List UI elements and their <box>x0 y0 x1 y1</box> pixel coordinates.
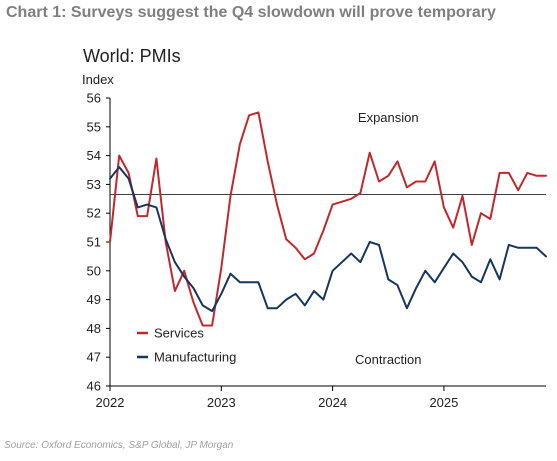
x-tick-label: 2025 <box>429 395 458 410</box>
y-tick-label: 56 <box>87 91 101 106</box>
axes <box>109 98 546 387</box>
y-tick-label: 53 <box>87 177 101 192</box>
chart-title: World: PMIs <box>83 46 181 66</box>
y-tick-label: 49 <box>87 292 101 307</box>
legend-label-services: Services <box>154 326 204 341</box>
legend: Services Manufacturing <box>137 326 236 365</box>
y-tick-label: 48 <box>87 321 101 336</box>
annotation-contraction: Contraction <box>355 352 421 367</box>
y-tick-label: 55 <box>87 119 101 134</box>
x-tick-label: 2024 <box>318 395 347 410</box>
y-tick-label: 51 <box>87 235 101 250</box>
series-group <box>109 111 547 327</box>
page-title: Chart 1: Surveys suggest the Q4 slowdown… <box>6 4 496 21</box>
y-tick-label: 54 <box>87 148 101 163</box>
y-tick-label: 52 <box>87 206 101 221</box>
y-tick-label: 47 <box>87 350 101 365</box>
source-note: Source: Oxford Economics, S&P Global, JP… <box>4 440 234 451</box>
annotations: Expansion Contraction <box>355 110 421 367</box>
legend-label-manufacturing: Manufacturing <box>154 350 236 365</box>
y-axis-label: Index <box>82 72 114 87</box>
x-tick-label: 2022 <box>96 395 125 410</box>
y-tick-label: 50 <box>87 263 101 278</box>
series-line-services <box>109 111 547 327</box>
chart: World: PMIs Index 46 47 48 49 50 51 52 53 54 55 56… <box>82 46 547 410</box>
annotation-expansion: Expansion <box>358 110 419 125</box>
series-line-manufacturing <box>109 166 547 313</box>
x-ticks: 2022 2023 2024 2025 <box>96 386 458 410</box>
x-tick-label: 2023 <box>207 395 236 410</box>
y-ticks: 46 47 48 49 50 51 52 53 54 55 56 <box>87 91 110 394</box>
y-tick-label: 46 <box>87 379 101 394</box>
